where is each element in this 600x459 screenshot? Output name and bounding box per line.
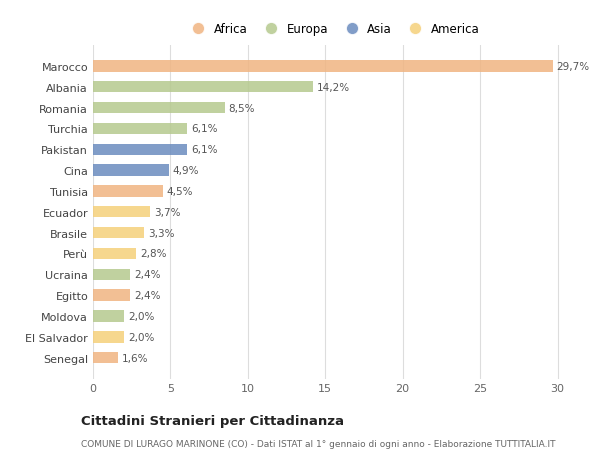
Text: Cittadini Stranieri per Cittadinanza: Cittadini Stranieri per Cittadinanza [81,414,344,427]
Bar [93,144,187,156]
Text: 4,5%: 4,5% [167,186,193,196]
Bar [93,248,136,260]
Legend: Africa, Europa, Asia, America: Africa, Europa, Asia, America [182,18,484,41]
Bar [93,331,124,343]
Bar [93,290,130,301]
Bar [93,82,313,93]
Bar [93,61,553,73]
Text: 14,2%: 14,2% [317,83,350,93]
Bar [93,311,124,322]
Text: 2,0%: 2,0% [128,311,154,321]
Text: 3,7%: 3,7% [154,207,181,217]
Text: COMUNE DI LURAGO MARINONE (CO) - Dati ISTAT al 1° gennaio di ogni anno - Elabora: COMUNE DI LURAGO MARINONE (CO) - Dati IS… [81,439,556,448]
Bar [93,227,144,239]
Text: 2,4%: 2,4% [134,270,161,280]
Bar [93,269,130,280]
Bar [93,165,169,176]
Text: 2,4%: 2,4% [134,291,161,301]
Text: 8,5%: 8,5% [229,103,255,113]
Bar [93,186,163,197]
Text: 4,9%: 4,9% [173,166,199,176]
Bar [93,123,187,135]
Text: 6,1%: 6,1% [191,145,218,155]
Text: 6,1%: 6,1% [191,124,218,134]
Text: 3,3%: 3,3% [148,228,175,238]
Text: 2,0%: 2,0% [128,332,154,342]
Text: 2,8%: 2,8% [140,249,167,259]
Text: 1,6%: 1,6% [122,353,148,363]
Bar [93,103,224,114]
Bar [93,352,118,364]
Text: 29,7%: 29,7% [557,62,590,72]
Bar [93,207,150,218]
